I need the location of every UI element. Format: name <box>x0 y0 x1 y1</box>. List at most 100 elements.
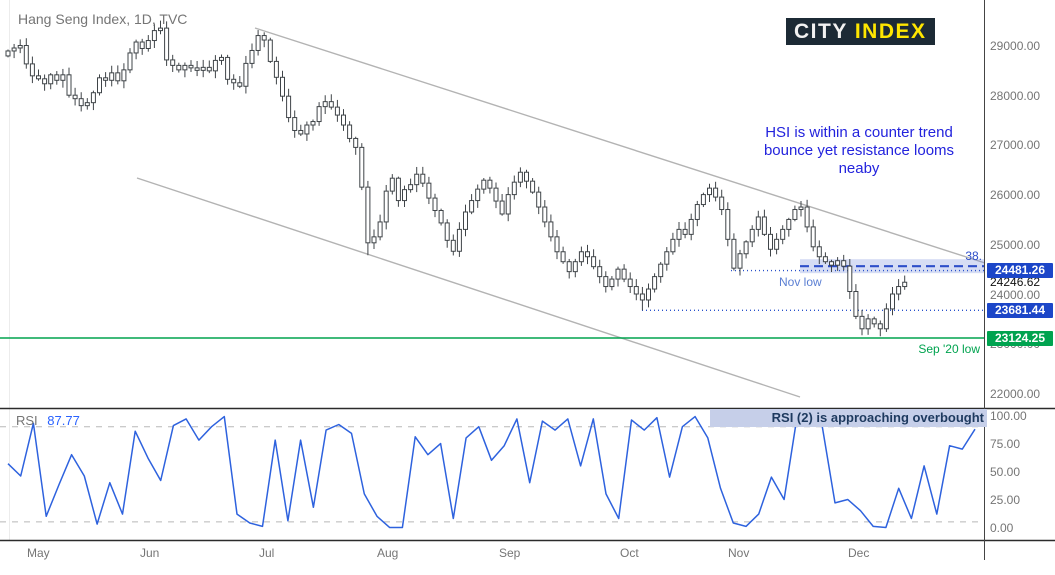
last-price-label: 24246.62 <box>990 275 1041 290</box>
annotation-line: neaby <box>838 160 880 177</box>
candle-body <box>853 291 859 317</box>
city-index-logo: CITY INDEX <box>786 18 935 45</box>
candle-body <box>23 45 29 65</box>
candle-body <box>164 27 170 61</box>
month-label-jun: Jun <box>140 546 160 560</box>
candle-body <box>890 293 895 310</box>
logo-index-text: INDEX <box>854 20 927 43</box>
candle-body <box>158 27 163 32</box>
price-tick-22000: 22000.00 <box>990 386 1041 401</box>
candle-body <box>249 49 255 64</box>
candle-body <box>511 181 517 196</box>
candle-body <box>652 276 658 290</box>
candle-body <box>572 261 578 273</box>
candle-body <box>212 59 218 72</box>
candle-body <box>633 286 639 295</box>
candle-body <box>566 261 572 273</box>
candle-body <box>774 238 780 250</box>
candle-body <box>450 239 456 252</box>
candle-body <box>109 72 115 81</box>
candle-body <box>176 64 182 71</box>
candle-body <box>841 260 847 267</box>
candle-body <box>621 268 627 280</box>
candle-body <box>505 194 511 215</box>
candle-body <box>902 281 908 288</box>
candle-body <box>822 256 828 263</box>
candle-body <box>243 62 249 87</box>
candle-body <box>414 173 420 186</box>
candle-body <box>725 209 731 240</box>
channel-upper-trendline <box>254 27 986 264</box>
candle-body <box>871 318 877 325</box>
candle-body <box>700 194 706 206</box>
candle-body <box>408 184 414 191</box>
logo-city-text: CITY <box>794 20 848 43</box>
candle-body <box>707 187 712 196</box>
symbol-title[interactable]: Hang Seng Index, 1D, TVC <box>18 11 188 27</box>
candle-body <box>280 76 285 97</box>
candle-body <box>17 45 23 49</box>
rsi-indicator-legend[interactable]: RSI 87.77 <box>16 413 80 428</box>
analyst-annotation: HSI is within a counter trend bounce yet… <box>728 124 990 178</box>
candle-body <box>444 222 450 241</box>
candle-body <box>847 265 853 293</box>
rsi-indicator-value: 87.77 <box>47 413 80 428</box>
candle-body <box>883 308 889 330</box>
candle-body <box>48 74 54 85</box>
candle-body <box>603 276 609 288</box>
price-tick-27000: 27000.00 <box>990 138 1041 153</box>
candle-body <box>499 200 505 215</box>
fib-382-label: 38. <box>965 249 982 263</box>
candle-body <box>688 218 694 235</box>
candle-body <box>810 226 816 248</box>
candle-body <box>115 72 121 82</box>
candle-body <box>829 261 834 266</box>
candle-body <box>804 206 810 228</box>
candle-body <box>816 246 822 258</box>
candle-body <box>402 189 407 202</box>
candle-body <box>273 60 279 78</box>
candle-body <box>438 210 444 224</box>
candle-body <box>542 206 548 223</box>
candle-body <box>786 218 792 230</box>
candle-body <box>481 179 487 190</box>
sep-20-low-label: Sep '20 low <box>918 342 980 356</box>
candle-body <box>524 171 529 182</box>
candle-body <box>609 278 615 288</box>
candle-body <box>768 233 773 250</box>
candle-body <box>29 63 35 77</box>
annotation-line: HSI is within a counter trend <box>765 124 953 141</box>
candle-body <box>493 187 499 202</box>
nov-low-label: Nov low <box>779 275 822 289</box>
candle-body <box>676 228 682 240</box>
candle-body <box>90 92 96 104</box>
candle-body <box>530 180 536 193</box>
candle-body <box>72 94 78 100</box>
candle-body <box>97 77 102 94</box>
candle-body <box>517 171 523 183</box>
candle-body <box>664 251 670 265</box>
candle-body <box>170 59 176 66</box>
candle-body <box>103 77 109 81</box>
price-tick-24000: 24000.00 <box>990 287 1041 302</box>
candle-body <box>200 66 206 71</box>
rsi-tick-75: 75.00 <box>990 436 1021 451</box>
candle-body <box>597 266 603 278</box>
price-badge-24481.26: 24481.26 <box>987 263 1053 279</box>
price-tick-25000: 25000.00 <box>990 237 1041 252</box>
candle-body <box>743 241 749 255</box>
candle-body <box>798 206 804 211</box>
candle-body <box>737 253 743 269</box>
candle-body <box>292 117 298 131</box>
candle-body <box>42 78 48 85</box>
price-scale[interactable]: 29000.00 28000.00 27000.00 26000.00 25000.00… <box>987 0 1055 575</box>
candle-body <box>151 30 157 42</box>
month-label-aug: Aug <box>377 546 399 560</box>
candle-body <box>328 101 334 108</box>
month-label-dec: Dec <box>848 546 870 560</box>
candle-body <box>389 177 395 192</box>
candle-body <box>475 188 481 202</box>
candle-body <box>578 251 584 263</box>
candle-body <box>194 67 200 71</box>
